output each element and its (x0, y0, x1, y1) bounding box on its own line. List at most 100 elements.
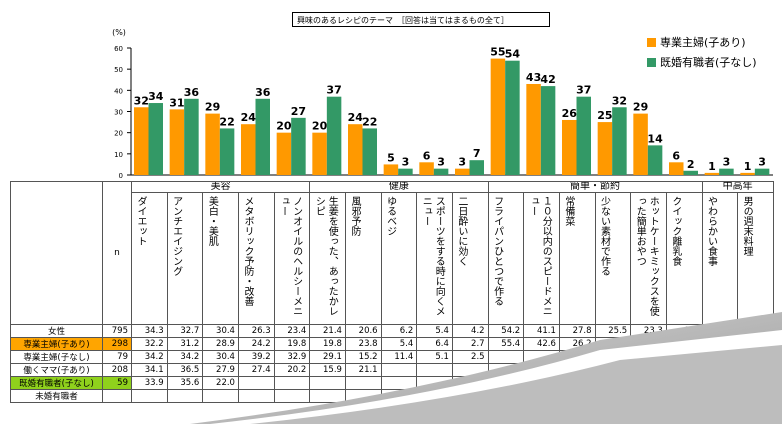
bar-s1 (669, 162, 684, 175)
table-cell: 34.2 (166, 350, 204, 364)
legend-swatch-series-1 (647, 37, 656, 47)
category-header: スポーツをする時に向くメニュー (416, 192, 453, 325)
table-cell: 32.2 (131, 337, 168, 351)
category-label: 男の週末料理 (741, 196, 753, 256)
data-label-s1: 1 (744, 160, 752, 173)
legend-item-series-2: 既婚有職者(子なし) (647, 52, 757, 72)
category-header: 常備菜 (558, 192, 596, 325)
group-header: 美容 (130, 181, 311, 193)
table-cell (630, 350, 667, 364)
table-cell (380, 363, 418, 377)
category-header: 男の週末料理 (737, 192, 774, 325)
row-label: 女性 (10, 324, 103, 338)
table-cell (487, 350, 525, 364)
category-label: 常備菜 (562, 196, 574, 226)
table-cell: 21.1 (344, 363, 382, 377)
table-cell: 19.8 (273, 337, 311, 351)
data-label-s1: 5 (387, 151, 395, 164)
table-cell: 1.1 (737, 324, 774, 338)
table-cell: 5.4 (416, 324, 453, 338)
category-header: アンチエイジング (166, 192, 204, 325)
bar-s2 (433, 168, 449, 175)
table-cell: 27.9 (202, 363, 239, 377)
bar-s1 (419, 162, 434, 175)
category-label: メタボリック予防・改善 (241, 196, 253, 306)
bar-s2 (540, 86, 556, 175)
table-cell: 28.9 (202, 337, 239, 351)
bar-s2 (362, 128, 377, 175)
table-cell (487, 389, 525, 403)
table-cell (701, 337, 739, 351)
bar-s2 (291, 117, 306, 175)
row-n: 79 (102, 350, 132, 364)
table-cell (701, 376, 739, 390)
y-tick-label: 20 (114, 130, 123, 138)
table-row: 専業主婦(子あり) 298 32.2 31.2 28.9 24.2 19.8 19.8 23.8… (10, 337, 774, 351)
bar-s1 (241, 124, 256, 175)
bar-s2 (576, 96, 591, 175)
bar-s1 (383, 164, 399, 175)
table-cell: 6.4 (416, 337, 453, 351)
table-cell: 15.2 (344, 350, 382, 364)
table-cell (701, 363, 739, 377)
data-label-s2: 3 (723, 156, 731, 169)
category-label: やわらかい食事 (705, 196, 717, 266)
table-cell: 20.6 (344, 324, 382, 338)
table-cell (558, 376, 596, 390)
data-label-s2: 37 (576, 84, 591, 97)
table-cell: 2.7 (451, 337, 489, 351)
row-n (102, 389, 132, 403)
table-corner (10, 181, 103, 325)
table-cell: 4.2 (451, 324, 489, 338)
row-n: 59 (102, 376, 132, 390)
data-label-s1: 20 (312, 120, 328, 133)
table-cell (737, 350, 774, 364)
table-cell (737, 376, 774, 390)
row-label: 専業主婦(子なし) (10, 350, 103, 364)
table-cell (630, 363, 667, 377)
data-label-s1: 25 (597, 109, 612, 122)
bar-s2 (398, 168, 413, 175)
table-cell (594, 350, 632, 364)
data-label-s1: 29 (633, 101, 648, 114)
legend-item-series-1: 専業主婦(子あり) (647, 32, 757, 52)
table-cell: 19.8 (309, 337, 346, 351)
data-label-s2: 42 (540, 73, 555, 86)
table-cell (344, 376, 382, 390)
bar-s1 (205, 113, 220, 175)
data-label-s1: 1 (708, 160, 716, 173)
table-cell (701, 389, 739, 403)
table-cell: 23.4 (273, 324, 311, 338)
category-header: メタボリック予防・改善 (237, 192, 275, 325)
table-cell: 55.4 (487, 337, 525, 351)
table-cell: 24.2 (237, 337, 275, 351)
category-label: ホットケーキミックスを使った簡単おやつ (634, 196, 659, 316)
data-label-s2: 14 (647, 132, 663, 145)
data-label-s2: 32 (612, 94, 627, 107)
table-cell (630, 389, 667, 403)
data-label-s1: 3 (458, 156, 466, 169)
table-cell (594, 376, 632, 390)
table-cell (737, 337, 774, 351)
category-label: 生姜を使った、あったかレシピ (313, 196, 338, 316)
table-cell (344, 389, 382, 403)
category-label: 美白・美肌 (206, 196, 218, 246)
table-cell (237, 376, 275, 390)
data-label-s2: 3 (758, 156, 766, 169)
table-cell: 5.1 (416, 350, 453, 364)
bar-s1 (562, 119, 577, 175)
table-cell (558, 363, 596, 377)
category-header: １０分以内のスピードメニュー (523, 192, 560, 325)
table-cell: 11.4 (380, 350, 418, 364)
data-label-s1: 20 (276, 120, 292, 133)
table-cell: 42.6 (523, 337, 560, 351)
table-cell: 36.5 (166, 363, 204, 377)
category-label: ダイエット (135, 196, 146, 246)
table-cell: 2.0 (701, 324, 739, 338)
data-label-s2: 3 (437, 156, 445, 169)
category-header: ノンオイルのヘルシーメニュー (273, 192, 311, 325)
data-label-s2: 36 (184, 86, 200, 99)
bar-s2 (505, 60, 520, 176)
category-header: やわらかい食事 (701, 192, 739, 325)
data-label-s1: 55 (490, 46, 505, 59)
